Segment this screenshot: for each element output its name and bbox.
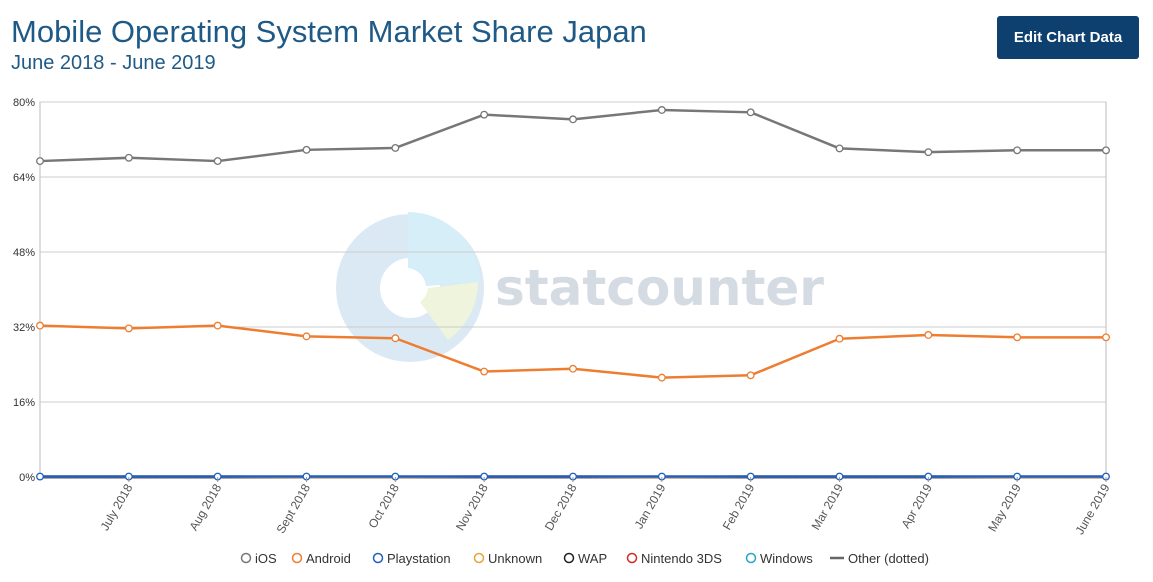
legend-label: WAP xyxy=(578,551,607,566)
data-point-ios[interactable] xyxy=(213,157,222,166)
legend-symbol xyxy=(745,552,757,564)
x-tick-label: June 2019 xyxy=(1072,481,1112,537)
x-tick-label: Nov 2018 xyxy=(453,481,491,533)
watermark-logo-segment xyxy=(420,282,478,340)
x-tick-label: Apr 2019 xyxy=(898,481,935,530)
legend-symbol xyxy=(291,552,303,564)
data-point-ios[interactable] xyxy=(1013,146,1022,155)
data-point-android[interactable] xyxy=(569,364,577,373)
data-point-ios[interactable] xyxy=(746,108,755,117)
chart-title: Mobile Operating System Market Share Jap… xyxy=(11,14,647,49)
data-point-ios[interactable] xyxy=(302,145,311,154)
data-point-ios[interactable] xyxy=(924,148,933,157)
legend-label: Other (dotted) xyxy=(848,551,929,566)
legend-symbol xyxy=(626,552,638,564)
data-point-android[interactable] xyxy=(36,321,44,330)
watermark-logo-segment xyxy=(408,212,480,286)
data-point-android[interactable] xyxy=(1013,333,1022,342)
legend-item-wap[interactable]: WAP xyxy=(563,551,608,566)
legend-item-unknown[interactable]: Unknown xyxy=(473,551,543,566)
x-tick-label: Mar 2019 xyxy=(809,481,847,532)
y-tick-label: 0% xyxy=(19,472,35,484)
legend-item-other-dotted-[interactable]: Other (dotted) xyxy=(830,551,929,566)
edit-chart-data-button[interactable]: Edit Chart Data xyxy=(997,16,1139,59)
data-point-android[interactable] xyxy=(746,371,755,380)
legend-item-android[interactable]: Android xyxy=(291,551,351,566)
data-point-android[interactable] xyxy=(124,324,133,333)
legend-symbol xyxy=(372,552,384,564)
x-tick-label: Jan 2019 xyxy=(632,481,669,531)
data-point-android[interactable] xyxy=(1102,333,1110,342)
x-tick-label: Oct 2018 xyxy=(365,481,402,530)
legend-item-windows[interactable]: Windows xyxy=(745,551,814,566)
data-point-ios[interactable] xyxy=(569,115,577,124)
legend-label: iOS xyxy=(255,551,277,566)
data-point-android[interactable] xyxy=(302,332,311,341)
data-point-android[interactable] xyxy=(835,334,844,343)
x-tick-label: July 2018 xyxy=(98,481,136,533)
x-tick-label: Sept 2018 xyxy=(274,481,314,536)
chart-subtitle: June 2018 - June 2019 xyxy=(11,52,216,74)
data-point-ios[interactable] xyxy=(1102,146,1110,155)
y-tick-label: 48% xyxy=(13,247,35,259)
legend-item-nintendo-3ds[interactable]: Nintendo 3DS xyxy=(626,551,723,566)
data-point-android[interactable] xyxy=(657,373,666,382)
data-point-android[interactable] xyxy=(924,331,933,339)
legend-label: Playstation xyxy=(387,551,451,566)
data-point-ios[interactable] xyxy=(124,153,133,162)
data-point-playstation[interactable] xyxy=(36,472,44,481)
legend-label: Windows xyxy=(760,551,813,566)
legend-label: Android xyxy=(306,551,351,566)
data-point-android[interactable] xyxy=(480,367,489,376)
data-point-ios[interactable] xyxy=(480,110,489,119)
legend-label: Unknown xyxy=(488,551,542,566)
watermark-text: statcounter xyxy=(495,259,824,317)
data-point-android[interactable] xyxy=(391,334,400,343)
x-tick-label: Dec 2018 xyxy=(542,481,580,533)
data-point-ios[interactable] xyxy=(835,144,844,153)
legend-symbol xyxy=(240,552,252,564)
legend-symbol xyxy=(563,552,575,564)
legend-label: Nintendo 3DS xyxy=(641,551,722,566)
legend-item-ios[interactable]: iOS xyxy=(240,551,278,566)
legend-symbol xyxy=(473,552,485,564)
x-tick-label: May 2019 xyxy=(985,481,1024,534)
y-tick-label: 32% xyxy=(13,322,35,334)
data-point-ios[interactable] xyxy=(657,106,666,114)
x-tick-label: Aug 2018 xyxy=(186,481,224,533)
y-tick-label: 64% xyxy=(13,172,35,184)
y-tick-label: 16% xyxy=(13,397,35,409)
data-point-ios[interactable] xyxy=(36,157,44,166)
statcounter-watermark: statcounter xyxy=(336,212,824,362)
legend-item-playstation[interactable]: Playstation xyxy=(372,551,451,566)
data-point-ios[interactable] xyxy=(391,143,400,152)
x-tick-label: Feb 2019 xyxy=(720,481,758,532)
data-point-android[interactable] xyxy=(213,321,222,330)
y-tick-label: 80% xyxy=(13,97,35,109)
